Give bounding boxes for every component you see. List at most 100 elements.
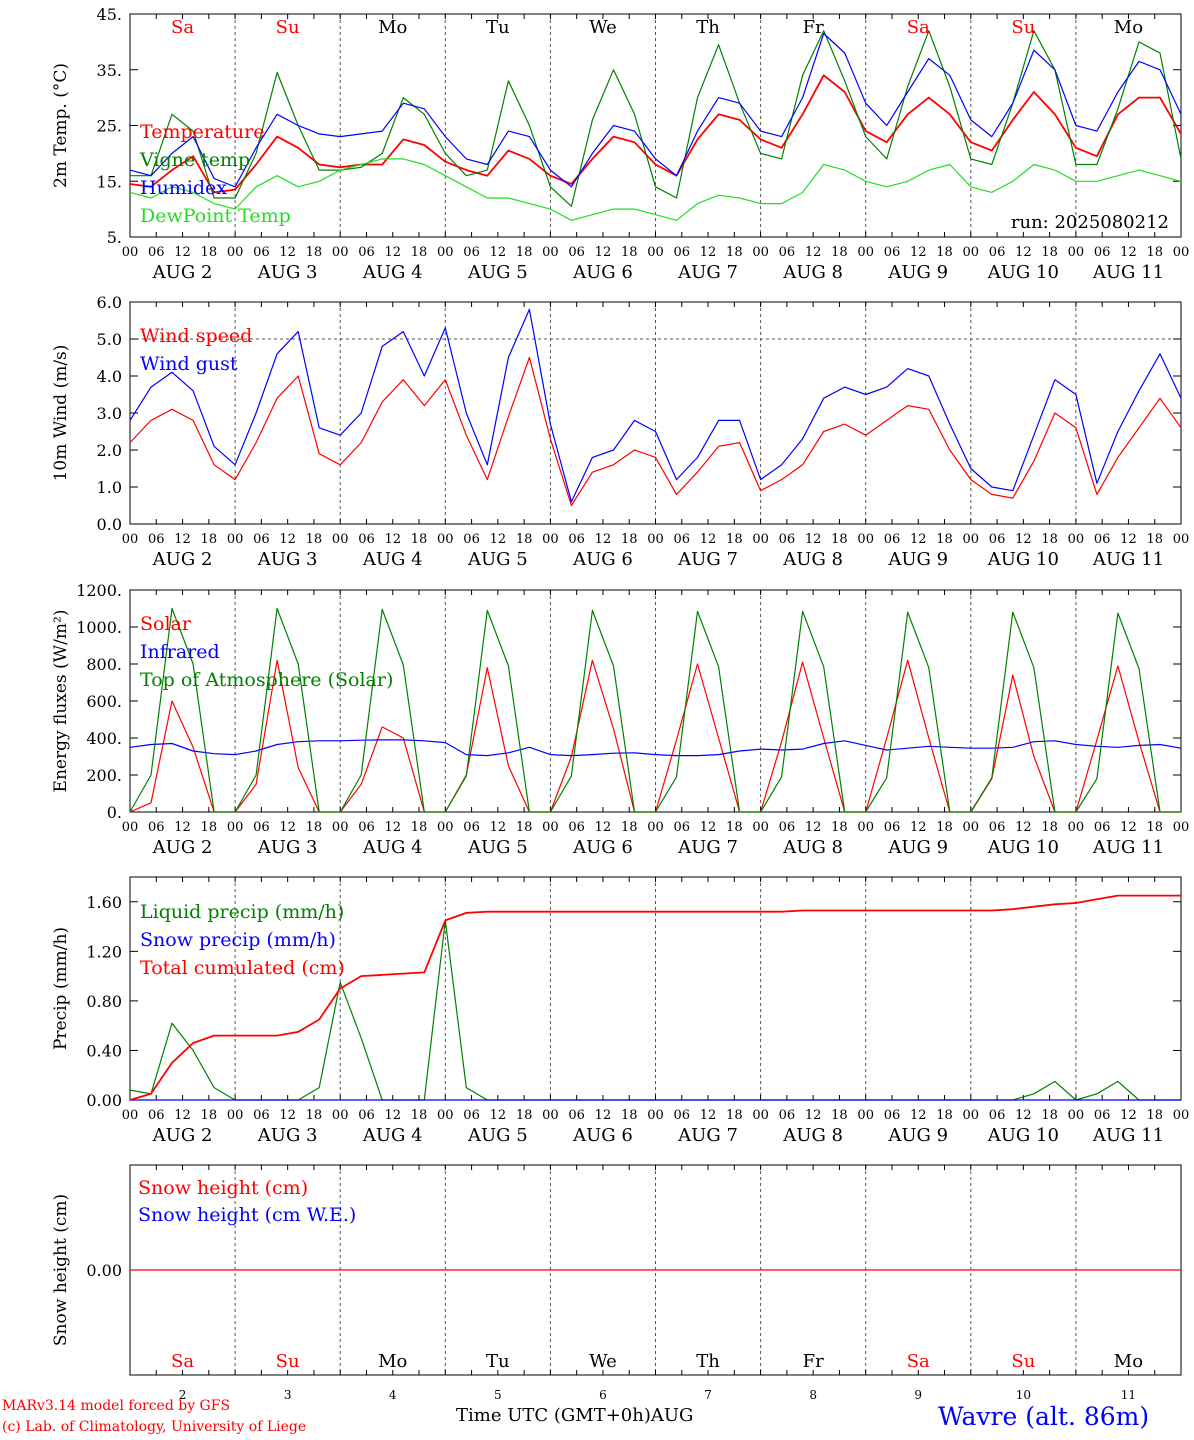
date-label: AUG 5 — [467, 1125, 528, 1146]
y-tick-label: 1.60 — [86, 893, 122, 912]
hour-tick-label: 12 — [910, 820, 927, 835]
hour-tick-label: 12 — [1015, 532, 1032, 547]
legend-entry: DewPoint Temp — [140, 205, 291, 227]
hour-tick-label: 00 — [332, 820, 349, 835]
date-label: AUG 8 — [782, 262, 843, 283]
date-label: AUG 7 — [677, 262, 738, 283]
date-label: AUG 4 — [362, 549, 423, 570]
date-label: AUG 11 — [1092, 1125, 1164, 1146]
hour-tick-label: 06 — [674, 820, 691, 835]
model-credit: MARv3.14 model forced by GFS — [2, 1398, 231, 1414]
y-axis-label: Precip (mm/h) — [51, 927, 71, 1050]
date-number-label: 4 — [389, 1388, 397, 1402]
date-label: AUG 9 — [887, 837, 948, 858]
hour-tick-label: 18 — [831, 1108, 848, 1123]
date-label: AUG 7 — [677, 1125, 738, 1146]
hour-tick-label: 12 — [700, 820, 717, 835]
hour-tick-label: 06 — [674, 532, 691, 547]
hour-tick-label: 18 — [411, 245, 428, 260]
date-label: AUG 8 — [782, 837, 843, 858]
legend-entry: Liquid precip (mm/h) — [140, 901, 344, 923]
chart-panel-5: 0.00 Snow height (cm) Snow height (cm) Snow… — [51, 1164, 1182, 1402]
y-tick-label: 400. — [86, 729, 122, 748]
hour-tick-label: 18 — [1041, 532, 1058, 547]
hour-tick-label: 18 — [411, 1108, 428, 1123]
hour-tick-label: 00 — [332, 532, 349, 547]
hour-tick-label: 18 — [726, 820, 743, 835]
hour-tick-label: 18 — [516, 245, 533, 260]
y-tick-label: 5. — [107, 228, 122, 247]
date-number-label: 6 — [599, 1388, 607, 1402]
legend-entry: Snow height (cm) — [138, 1177, 308, 1199]
hour-tick-label: 12 — [1015, 245, 1032, 260]
date-label: AUG 7 — [677, 837, 738, 858]
hour-tick-label: 18 — [1041, 820, 1058, 835]
hour-tick-label: 06 — [884, 245, 901, 260]
hour-tick-label: 12 — [279, 820, 296, 835]
hour-tick-label: 18 — [726, 245, 743, 260]
hour-tick-label: 12 — [279, 532, 296, 547]
date-label: AUG 6 — [572, 1125, 633, 1146]
legend-entry: Vigne temp — [139, 149, 250, 171]
day-name-label: Tu — [486, 17, 510, 38]
hour-tick-label: 06 — [148, 532, 165, 547]
date-label: AUG 2 — [152, 837, 213, 858]
hour-tick-label: 00 — [122, 532, 139, 547]
date-label: AUG 2 — [152, 262, 213, 283]
y-axis-label: 2m Temp. (°C) — [51, 63, 71, 188]
hour-tick-label: 18 — [411, 820, 428, 835]
y-tick-label: 5.0 — [97, 330, 122, 349]
y-tick-label: 4.0 — [97, 367, 122, 386]
day-name-label: Fr — [803, 17, 824, 38]
date-number-label: 8 — [809, 1388, 817, 1402]
hour-tick-label: 00 — [963, 245, 980, 260]
hour-tick-label: 18 — [516, 532, 533, 547]
series-line-dewpoint-temp — [129, 158, 1182, 221]
hour-tick-label: 06 — [779, 245, 796, 260]
hour-tick-label: 00 — [857, 820, 874, 835]
y-tick-label: 0. — [107, 803, 122, 822]
hour-tick-label: 00 — [647, 820, 664, 835]
date-label: AUG 5 — [467, 837, 528, 858]
legend-entry: Snow height (cm W.E.) — [138, 1204, 356, 1226]
y-tick-label: 1000. — [76, 618, 122, 637]
y-tick-label: 1.0 — [97, 478, 122, 497]
hour-tick-label: 06 — [568, 820, 585, 835]
hour-tick-label: 18 — [201, 820, 218, 835]
series-line-wind-speed — [129, 356, 1182, 507]
date-label: AUG 8 — [782, 1125, 843, 1146]
hour-tick-label: 00 — [857, 245, 874, 260]
hour-tick-label: 06 — [568, 532, 585, 547]
hour-tick-label: 12 — [490, 820, 507, 835]
hour-tick-label: 18 — [936, 245, 953, 260]
hour-tick-label: 12 — [1015, 1108, 1032, 1123]
hour-tick-label: 00 — [542, 1108, 559, 1123]
day-name-label: Mo — [378, 1351, 407, 1372]
hour-tick-label: 06 — [568, 1108, 585, 1123]
legend-entry: Wind speed — [140, 325, 252, 347]
date-label: AUG 6 — [572, 262, 633, 283]
legend-entry: Humidex — [140, 177, 227, 199]
hour-tick-label: 12 — [174, 245, 191, 260]
legend-entry: Solar — [140, 613, 192, 635]
hour-tick-label: 18 — [306, 532, 323, 547]
hour-tick-label: 00 — [647, 245, 664, 260]
hour-tick-label: 06 — [463, 1108, 480, 1123]
hour-tick-label: 00 — [227, 532, 244, 547]
series-line-wind-gust — [129, 308, 1182, 503]
hour-tick-label: 12 — [910, 245, 927, 260]
y-tick-label: 2.0 — [97, 441, 122, 460]
hour-tick-label: 06 — [989, 820, 1006, 835]
series-line-humidex — [129, 32, 1182, 188]
hour-tick-label: 12 — [384, 532, 401, 547]
hour-tick-label: 06 — [358, 820, 375, 835]
y-tick-label: 600. — [86, 692, 122, 711]
legend-entry: Total cumulated (cm) — [140, 957, 345, 979]
day-name-label: Sa — [907, 17, 930, 38]
hour-tick-label: 12 — [1015, 820, 1032, 835]
plot-frame — [129, 13, 1182, 238]
date-label: AUG 11 — [1092, 549, 1164, 570]
day-name-label: Mo — [378, 17, 407, 38]
y-tick-label: 25. — [97, 117, 122, 136]
